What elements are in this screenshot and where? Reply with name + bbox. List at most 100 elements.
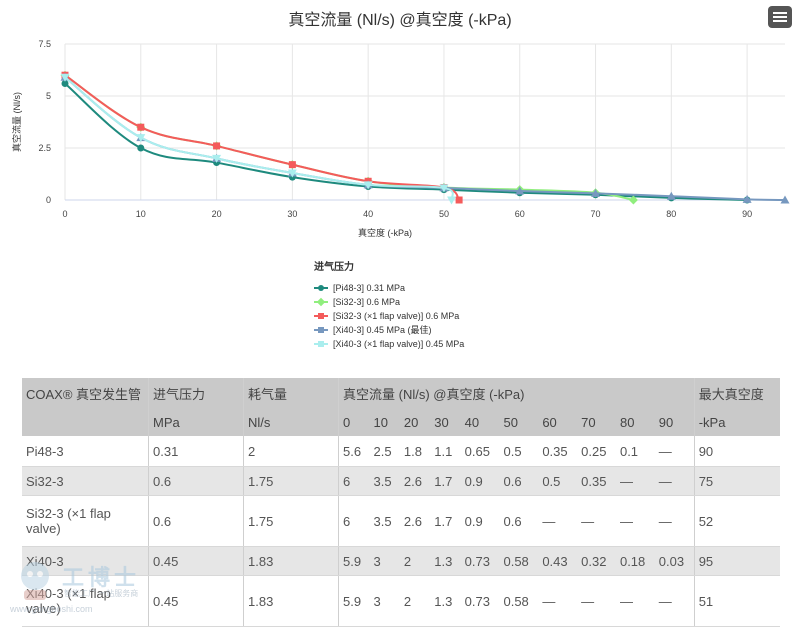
value-cell: 52 <box>693 495 780 547</box>
legend-item[interactable]: [Si32-3] 0.6 MPa <box>314 295 464 309</box>
value-cell: 0.6 <box>499 466 539 496</box>
x-tick-label: 60 <box>515 209 525 219</box>
value-cell: 1.75 <box>243 495 339 547</box>
legend-swatch <box>314 283 328 293</box>
chart-legend: 进气压力 [Pi48-3] 0.31 MPa [Si32-3] 0.6 MPa [S… <box>314 258 464 351</box>
value-cell: 0.58 <box>499 546 539 576</box>
watermark-subtitle: 智能工厂 一站服务商 <box>64 589 139 598</box>
y-tick-label: 2.5 <box>38 143 51 153</box>
subheader-cell: 90 <box>658 414 674 430</box>
series-2-point <box>455 196 463 204</box>
subheader-cell: 60 <box>542 414 557 430</box>
spec-table: COAX® 真空发生管 进气压力 耗气量 真空流量 (Nl/s) @真空度 (-… <box>22 378 780 627</box>
series-4-point <box>447 196 457 205</box>
value-cell: 0.25 <box>577 436 616 467</box>
robot-icon <box>21 562 49 600</box>
value-cell: 0.43 <box>538 546 578 576</box>
value-cell: 5.9 <box>338 575 370 627</box>
value-cell: — <box>654 575 695 627</box>
x-tick-label: 10 <box>136 209 146 219</box>
series-4-point <box>212 154 222 163</box>
legend-swatch <box>314 339 328 349</box>
subheader-cell: 0 <box>338 408 370 436</box>
subheader-cell: MPa <box>148 408 244 436</box>
value-cell: 6 <box>338 495 370 547</box>
model-cell: Si32-3 <box>22 466 149 496</box>
y-axis-title: 真空流量 (Nl/s) <box>11 92 22 152</box>
value-cell: 1.3 <box>430 546 461 576</box>
table-row: Si32-3 0.6 1.75 6 3.5 2.6 1.7 0.9 0.6 0.5 0.35— —75 <box>22 466 780 496</box>
value-cell: — <box>654 436 695 467</box>
value-cell: 0.1 <box>615 436 655 467</box>
legend-label: [Xi40-3 (×1 flap valve)] 0.45 MPa <box>333 339 465 349</box>
series-4-point <box>363 181 373 190</box>
model-cell: Si32-3 (×1 flap valve) <box>22 495 149 547</box>
value-cell: 0.6 <box>148 495 244 547</box>
value-cell: 0.6 <box>499 495 539 547</box>
value-cell: 1.7 <box>430 495 461 547</box>
chart-plot: 0 10 20 30 40 50 60 70 80 90 0 2.5 5 7.5 真空度 (-kPa) 真空流… <box>11 39 790 238</box>
value-cell: 2.6 <box>399 466 431 496</box>
table-header-row: COAX® 真空发生管 进气压力 耗气量 真空流量 (Nl/s) @真空度 (-… <box>22 378 780 408</box>
value-cell: 0.03 <box>654 546 695 576</box>
table-subheader-row: MPa Nl/s 0 10 20 30 40 50 60 70 80 90 -kPa <box>22 408 780 436</box>
value-cell: 6 <box>338 466 370 496</box>
series-2-point <box>288 161 296 169</box>
value-cell: — <box>615 466 655 496</box>
value-cell: 0.18 <box>615 546 655 576</box>
series-line-1 <box>64 74 634 201</box>
y-tick-label: 0 <box>46 195 51 205</box>
legend-item[interactable]: [Pi48-3] 0.31 MPa <box>314 281 464 295</box>
value-cell: 0.9 <box>460 466 500 496</box>
x-tick-label: 0 <box>62 209 67 219</box>
x-tick-label: 80 <box>666 209 676 219</box>
y-tick-label: 7.5 <box>38 39 51 49</box>
chart-menu-button[interactable] <box>768 6 792 28</box>
subheader-cell: 80 <box>619 414 635 430</box>
x-tick-label: 30 <box>287 209 297 219</box>
series-line-0 <box>64 82 748 201</box>
subheader-cell: 20 <box>403 414 419 430</box>
series-2-point <box>137 123 145 131</box>
legend-swatch <box>314 311 328 321</box>
series-3-point <box>666 191 676 200</box>
value-cell: 2.6 <box>399 495 431 547</box>
header-vacuum-flow: 真空流量 (Nl/s) @真空度 (-kPa) <box>338 378 695 408</box>
value-cell: 2.5 <box>369 436 400 467</box>
value-cell: 0.6 <box>148 466 244 496</box>
watermark-logo: 工博士 智能工厂 一站服务商 www.gongboshi.com <box>10 548 180 618</box>
legend-item[interactable]: [Si32-3 (×1 flap valve)] 0.6 MPa <box>314 309 464 323</box>
subheader-cell <box>22 408 149 436</box>
value-cell: 0.73 <box>460 546 500 576</box>
value-cell: 1.1 <box>430 436 461 467</box>
series-1-point <box>628 195 638 205</box>
chart-title: 真空流量 (Nl/s) @真空度 (-kPa) <box>288 12 512 29</box>
table-row: Xi40-3 (×1 flap valve) 0.45 1.83 5.9 3 2 1.3 0.… <box>22 575 780 627</box>
legend-title: 进气压力 <box>314 262 354 273</box>
series-0-point <box>61 80 69 88</box>
model-cell: Pi48-3 <box>22 436 149 467</box>
table-row: Xi40-3 0.45 1.83 5.9 3 2 1.3 0.73 0.58 0.43 0.32 0.… <box>22 546 780 576</box>
value-cell: 5.6 <box>338 436 370 467</box>
table-row: Si32-3 (×1 flap valve) 0.6 1.75 6 3.5 2.6 1.7 0… <box>22 495 780 547</box>
value-cell: 0.73 <box>460 575 500 627</box>
series-4-point <box>136 134 146 143</box>
series-4-point <box>287 169 297 178</box>
watermark-name: 工博士 <box>62 565 141 590</box>
series-4-point <box>439 184 449 193</box>
value-cell: 0.9 <box>460 495 500 547</box>
value-cell: 2 <box>243 436 339 467</box>
value-cell: 90 <box>693 436 780 467</box>
value-cell: 0.5 <box>538 466 578 496</box>
value-cell: 1.75 <box>243 466 339 496</box>
value-cell: 95 <box>693 546 780 576</box>
legend-item[interactable]: [Xi40-3 (×1 flap valve)] 0.45 MPa <box>314 337 464 351</box>
header-inlet-pressure: 进气压力 <box>148 378 244 408</box>
value-cell: 0.5 <box>499 436 539 467</box>
header-max-vacuum: 最大真空度 <box>693 378 780 408</box>
legend-item[interactable]: [Xi40-3] 0.45 MPa (最佳) <box>314 323 464 337</box>
subheader-cell: 30 <box>434 414 449 430</box>
series-3-point <box>591 188 601 197</box>
value-cell: 1.3 <box>430 575 461 627</box>
value-cell: 5.9 <box>338 546 370 576</box>
